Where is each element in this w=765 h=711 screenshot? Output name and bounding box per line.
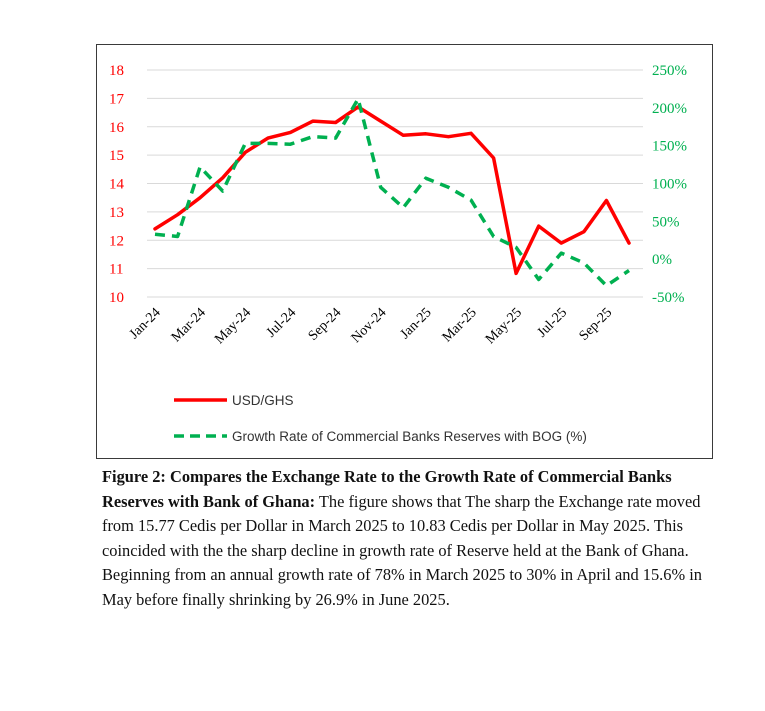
y-right-tick-label: 0% [652,252,672,268]
x-tick-label: Sep-24 [306,305,345,344]
chart-frame: 10 11 12 13 14 15 16 17 18 -50% 0% 50% 100% 150% 200% 2… [96,44,713,459]
y-left-tick-label: 10 [109,290,124,306]
y-right-tick-label: 150% [652,139,687,155]
y-left-tick-label: 18 [109,63,124,79]
series-line-1 [153,105,631,276]
y-left-tick-label: 11 [109,262,123,278]
x-tick-label: Jan-25 [398,305,435,342]
y-right-tick-label: 50% [652,214,680,230]
y-left-tick-label: 12 [109,233,124,249]
caption-body: The figure shows that The sharp the Exch… [102,491,702,609]
figure-caption: Figure 2: Compares the Exchange Rate to … [102,465,722,612]
caption-title: Figure 2: Compares the Exchange Rate to … [102,467,672,511]
x-tick-label: Jul-24 [264,305,299,340]
x-tick-label: Jan-24 [127,305,164,342]
y-right-tick-label: 200% [652,101,687,117]
y-left-tick-label: 15 [109,148,124,164]
y-left-tick-label: 14 [109,177,125,193]
x-tick-label: May-24 [212,305,254,347]
series-line-2 [154,97,630,288]
y-left-tick-label: 17 [109,91,125,107]
x-tick-label: Jul-25 [535,305,570,340]
y-right-tick-label: 100% [652,177,687,193]
legend-label-1: USD/GHS [232,393,294,408]
line-chart: 10 11 12 13 14 15 16 17 18 -50% 0% 50% 100% 150% 200% 2… [109,63,687,444]
y-right-tick-label: -50% [652,290,685,306]
x-tick-label: Nov-24 [349,305,390,346]
x-tick-label: Sep-25 [577,305,616,344]
x-tick-label: May-25 [483,305,525,347]
x-tick-label: Mar-24 [169,305,209,345]
legend-label-2: Growth Rate of Commercial Banks Reserves… [232,429,587,444]
y-left-tick-label: 13 [109,205,124,221]
y-right-tick-label: 250% [652,63,687,79]
y-left-tick-label: 16 [109,120,125,136]
x-tick-label: Mar-25 [440,305,480,345]
